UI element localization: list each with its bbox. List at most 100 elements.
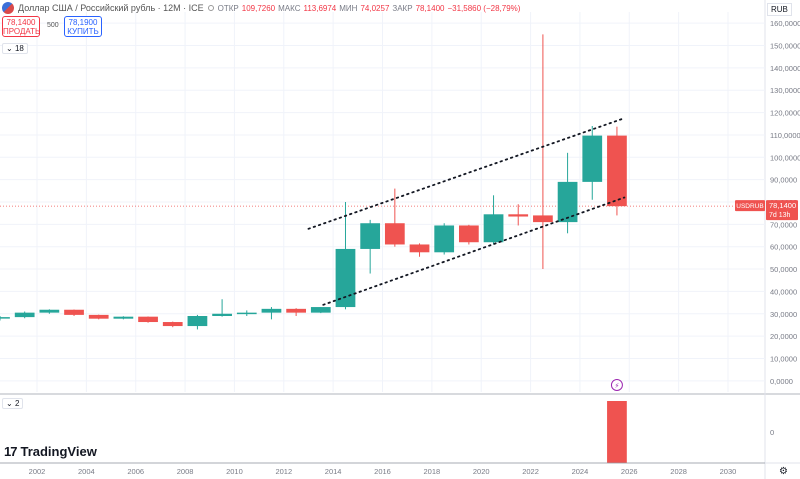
candle-2022: [533, 34, 553, 270]
candle-body: [113, 316, 134, 319]
candle-2018: [434, 223, 455, 255]
price-tick-label: 90,0000: [770, 176, 797, 185]
candle-2005: [113, 316, 134, 320]
candle-body: [286, 308, 306, 313]
candle-body: [409, 244, 430, 253]
price-tick-label: 30,0000: [770, 310, 797, 319]
candle-body: [88, 314, 109, 319]
main-pane-collapse-button[interactable]: ⌄ 18: [2, 43, 28, 54]
candle-body: [384, 223, 405, 245]
symbol-title[interactable]: Доллар США / Российский рубль · 12M · IC…: [18, 3, 204, 13]
trendline-2: [322, 196, 626, 306]
time-tick-label: 2024: [572, 467, 589, 476]
candle-2009: [212, 299, 232, 317]
price-tick-label: 130,0000: [770, 86, 800, 95]
ohlc-open: 109,7260: [241, 3, 276, 13]
candle-body: [582, 135, 603, 182]
candle-2019: [459, 224, 479, 245]
candle-2004: [88, 314, 109, 320]
time-tick-label: 2016: [374, 467, 391, 476]
sell-price: 78,1400: [6, 18, 36, 27]
price-tick-label: 150,0000: [770, 42, 800, 51]
volume-pane-collapse-button[interactable]: ⌄ 2: [2, 398, 24, 409]
time-tick-label: 2018: [424, 467, 441, 476]
candle-2001: [14, 311, 35, 319]
tradingview-logo[interactable]: 17 TradingView: [4, 444, 97, 459]
status-dot-icon: [207, 5, 214, 11]
price-tick-label: 100,0000: [770, 153, 800, 162]
time-tick-label: 2030: [720, 467, 737, 476]
ohlc-close-label: ЗАКР: [392, 3, 413, 13]
ohlc-high-label: МАКС: [278, 3, 301, 13]
time-tick-label: 2006: [127, 467, 144, 476]
candle-2013: [310, 307, 331, 314]
candle-body: [187, 316, 208, 327]
candle-2017: [409, 243, 430, 257]
candle-body: [483, 214, 504, 243]
time-tick-label: 2008: [177, 467, 194, 476]
candle-2012: [286, 308, 306, 316]
candles[interactable]: ⚡: [0, 34, 627, 391]
price-tag-bg: [766, 200, 798, 221]
candle-2003: [64, 309, 84, 316]
ohlc-values: ОТКР 109,7260 МАКС 113,6974 МИН 74,0257 ЗАК…: [218, 4, 521, 13]
time-tick-label: 2020: [473, 467, 490, 476]
symbol-tag-bg: [735, 200, 765, 212]
buy-price: 78,1900: [68, 18, 98, 27]
tv-logo-icon: 17: [4, 444, 18, 459]
ohlc-change: −31,5860 (−28,79%): [447, 3, 521, 13]
candle-body: [212, 313, 232, 316]
candle-2024: [582, 126, 603, 200]
candle-body: [39, 309, 60, 313]
candle-2000: [0, 316, 10, 321]
candle-2006: [138, 316, 158, 323]
ohlc-high: 113,6974: [303, 3, 337, 13]
candle-body: [557, 181, 578, 223]
ohlc-close: 78,1400: [415, 3, 445, 13]
chevron-down-icon: ⌄: [6, 399, 13, 408]
candle-body: [236, 312, 257, 315]
candle-2014: [335, 202, 356, 310]
candle-2008: [187, 314, 208, 330]
candle-body: [434, 225, 455, 253]
candle-2010: [236, 310, 257, 316]
candle-2015: [360, 219, 381, 274]
volume-axis-label: 0: [770, 428, 774, 437]
price-tick-label: 0,0000: [770, 377, 793, 386]
candle-body: [0, 317, 10, 319]
event-marker-icon: [610, 379, 623, 391]
candle-2025: [607, 126, 627, 216]
sell-button[interactable]: 78,1400 ПРОДАТЬ: [2, 16, 40, 37]
price-tag-value: 78,1400: [769, 201, 796, 210]
currency-selector[interactable]: RUB: [767, 3, 792, 16]
time-tick-label: 2026: [621, 467, 638, 476]
ohlc-low-label: МИН: [339, 3, 358, 13]
time-axis[interactable]: 2002 2004 2006 2008 2010 2012 2014 2016 2018 2020…: [29, 467, 737, 476]
spread-value: 500: [47, 22, 59, 29]
candle-body: [310, 307, 331, 313]
flag-icon: [2, 2, 14, 14]
settings-gear-icon[interactable]: ⚙: [779, 466, 788, 477]
candle-body: [138, 316, 158, 323]
main-pane-count: 18: [14, 44, 24, 53]
trendlines[interactable]: [307, 117, 626, 306]
candle-body: [162, 322, 183, 327]
ohlc-low: 74,0257: [360, 3, 390, 13]
candle-body: [335, 248, 356, 308]
chevron-down-icon: ⌄: [6, 44, 13, 53]
candle-2023: [557, 152, 578, 234]
candle-2020: [483, 195, 504, 245]
candle-2011: [261, 307, 282, 320]
buy-button[interactable]: 78,1900 КУПИТЬ: [64, 16, 102, 37]
volume-pane: 0: [0, 401, 774, 464]
lightning-icon: ⚡: [614, 382, 619, 390]
time-tick-label: 2014: [325, 467, 342, 476]
candle-2021: [508, 204, 529, 226]
last-price-tag: USDRUB 78,1400 7d 13h: [735, 200, 798, 221]
price-tick-label: 160,0000: [770, 19, 800, 28]
candle-body: [533, 215, 553, 223]
price-tick-label: 40,0000: [770, 287, 797, 296]
time-tick-label: 2028: [670, 467, 687, 476]
ohlc-open-label: ОТКР: [217, 3, 239, 13]
